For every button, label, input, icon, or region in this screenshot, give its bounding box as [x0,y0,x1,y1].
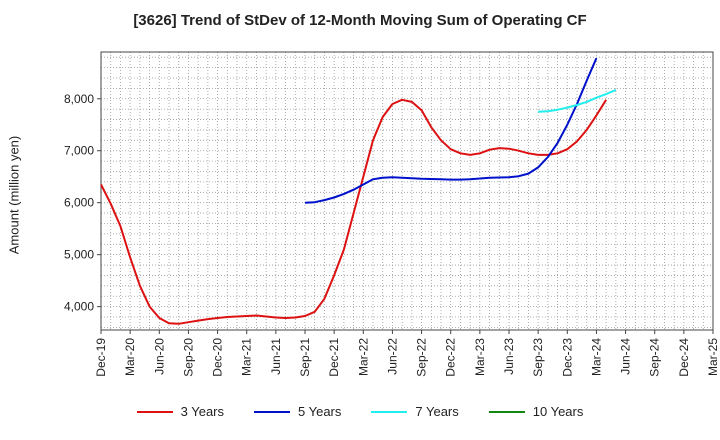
x-tick-label: Mar-20 [123,338,137,376]
x-tick-label: Dec-19 [94,338,108,377]
x-tick-label: Sep-24 [648,338,662,377]
legend-item: 5 Years [254,404,341,419]
legend-label: 7 Years [415,404,459,419]
y-tick-label: 7,000 [64,144,94,158]
x-tick-label: Sep-22 [415,338,429,377]
legend-label: 5 Years [298,404,342,419]
series-line-5-years [304,57,598,204]
x-tick-label: Sep-23 [531,338,545,377]
y-tick-label: 8,000 [64,92,94,106]
legend-swatch [371,410,408,413]
x-tick-label: Jun-24 [619,338,633,375]
legend-item: 3 Years [136,404,224,419]
x-tick-label: Dec-23 [560,338,574,377]
x-tick-label: Mar-25 [706,338,720,376]
x-tick-label: Dec-22 [444,338,458,377]
x-tick-label: Jun-22 [385,338,399,375]
y-tick-label: 4,000 [64,300,94,314]
x-tick-label: Mar-21 [240,338,254,376]
y-tick-label: 6,000 [64,196,94,210]
legend-label: 3 Years [180,404,224,419]
series-line-3-years [100,98,607,325]
x-tick-label: Mar-22 [356,338,370,376]
legend: 3 Years 5 Years 7 Years 10 Years [0,404,720,419]
series-line-7-years [538,88,617,113]
x-tick-label: Jun-20 [152,338,166,375]
legend-label: 10 Years [532,404,584,419]
chart-title: [3626] Trend of StDev of 12-Month Moving… [133,12,587,29]
legend-item: 7 Years [371,404,459,419]
plot-frame [100,51,714,331]
x-tick-label: Jun-23 [502,338,516,375]
y-tick-label: 5,000 [64,248,94,262]
x-tick-label: Mar-24 [589,338,603,376]
legend-item: 10 Years [488,404,584,419]
x-tick-label: Dec-21 [327,338,341,377]
x-tick-label: Mar-23 [473,338,487,376]
legend-swatch [254,410,290,413]
x-tick-label: Sep-20 [181,338,195,377]
legend-swatch [488,410,525,413]
x-tick-label: Sep-21 [298,338,312,377]
legend-swatch [136,410,173,413]
x-tick-label: Jun-21 [269,338,283,375]
x-tick-label: Dec-20 [211,338,225,377]
x-tick-label: Dec-24 [677,338,691,377]
